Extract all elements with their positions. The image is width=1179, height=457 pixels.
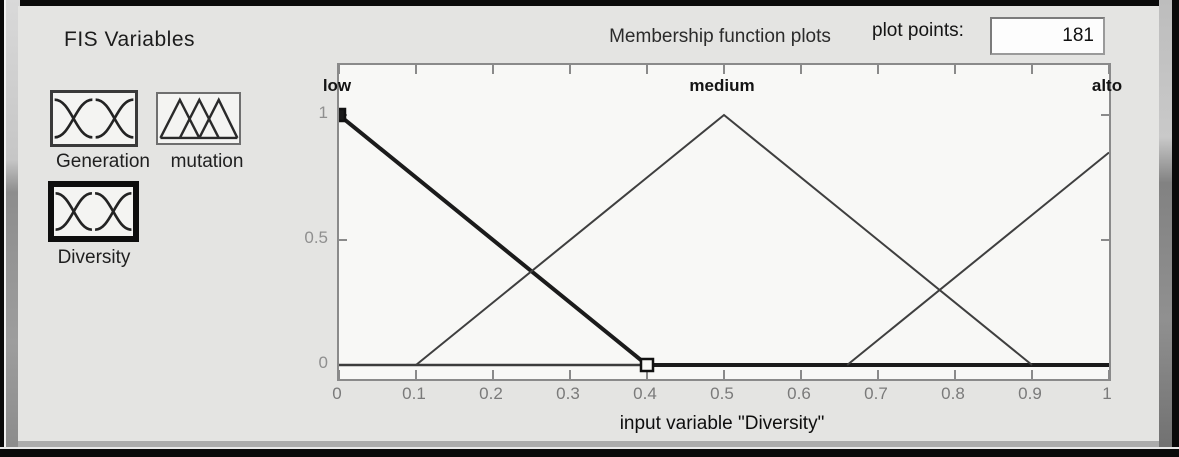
window-frame-left <box>0 0 4 457</box>
membership-plot-title: Membership function plots <box>609 26 831 47</box>
mf-curve-low[interactable] <box>339 113 1109 367</box>
x-tick-label: 0.9 <box>1018 384 1042 403</box>
variable-label-diversity: Diversity <box>57 247 131 268</box>
window-frame-right <box>1172 0 1179 457</box>
x-tick-label: 0.1 <box>402 384 426 403</box>
mf-name-label-low: low <box>322 76 352 95</box>
x-tick-label: 0.3 <box>556 384 580 403</box>
mf-name-label-alto: alto <box>1091 76 1123 95</box>
mf-point-marker[interactable] <box>339 107 347 123</box>
plot-points-label: plot points: <box>872 20 964 41</box>
x-tick-label: 0 <box>332 384 342 403</box>
y-tick-label: 0.5 <box>304 228 328 247</box>
mf-name-label-medium: medium <box>689 76 755 95</box>
x-tick-label: 1 <box>1102 384 1112 403</box>
y-tick-label: 0 <box>318 353 328 372</box>
variable-mutation[interactable] <box>156 92 241 145</box>
mf-plot-canvas[interactable] <box>339 65 1109 379</box>
mf-curves-icon <box>55 191 132 232</box>
x-tick-label: 0.4 <box>633 384 657 403</box>
y-tick-label: 1 <box>318 103 328 122</box>
window-frame-bottom <box>0 447 1179 457</box>
panel-bottom-edge <box>18 441 1159 447</box>
mf-curve-medium[interactable] <box>415 113 1033 366</box>
plot-points-input[interactable] <box>990 17 1105 55</box>
fis-variables-title: FIS Variables <box>64 28 195 51</box>
left-scrollbar-strip[interactable] <box>4 0 20 457</box>
variable-generation[interactable] <box>50 90 138 147</box>
variable-label-generation: Generation <box>55 151 150 172</box>
variable-label-mutation: mutation <box>170 151 244 172</box>
x-tick-label: 0.7 <box>864 384 888 403</box>
window-frame-top <box>0 0 1179 6</box>
x-tick-label: 0.8 <box>941 384 965 403</box>
mf-plot-area[interactable] <box>337 63 1111 381</box>
right-scrollbar-strip[interactable] <box>1159 0 1172 457</box>
mf-curve-alto[interactable] <box>846 151 1109 366</box>
variable-diversity[interactable] <box>48 181 139 242</box>
x-tick-label: 0.6 <box>787 384 811 403</box>
x-axis-title: input variable "Diversity" <box>619 413 825 434</box>
mf-point-marker[interactable] <box>639 357 655 373</box>
x-tick-label: 0.2 <box>479 384 503 403</box>
x-tick-label: 0.5 <box>710 384 734 403</box>
mf-curves-icon <box>54 98 134 139</box>
mf-triangles-icon <box>159 97 239 140</box>
